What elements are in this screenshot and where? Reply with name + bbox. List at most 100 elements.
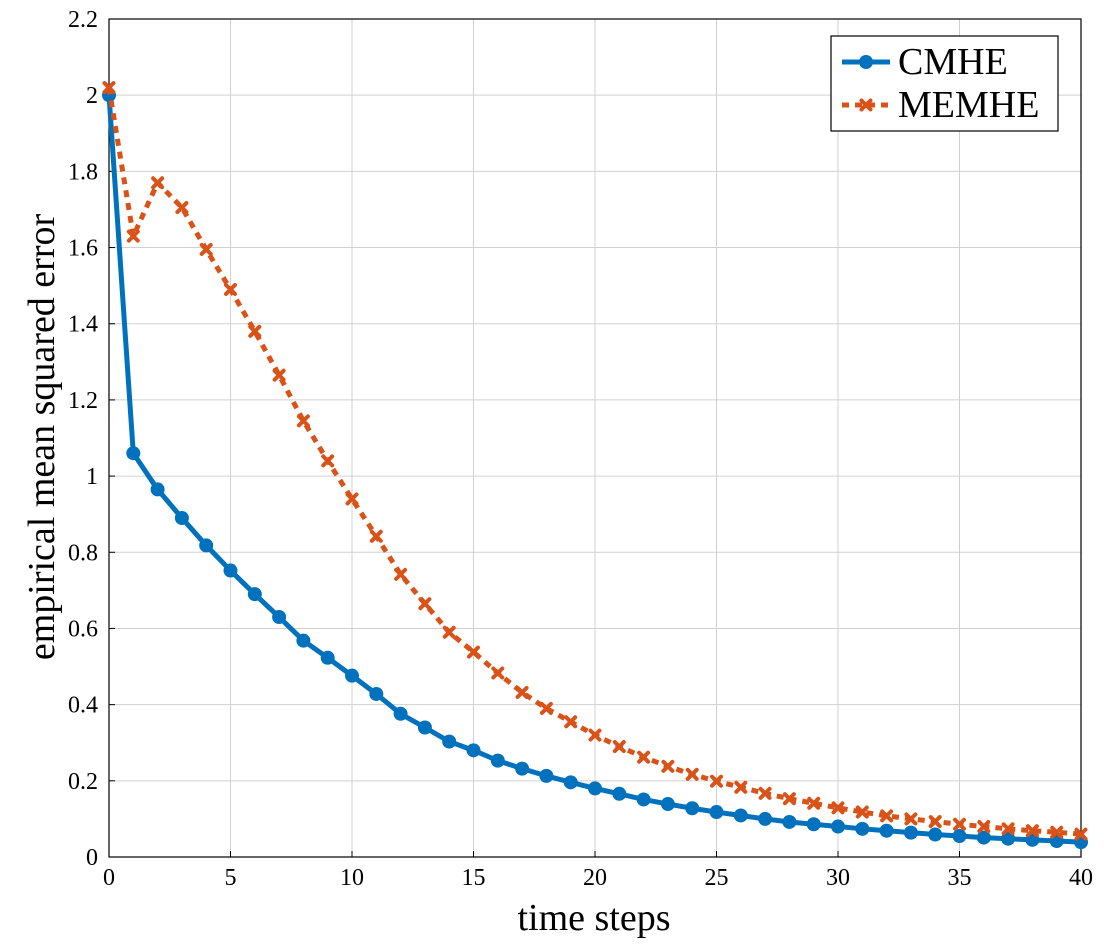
- x-tick-label: 30: [826, 865, 850, 891]
- data-point: [709, 805, 724, 820]
- data-point: [151, 176, 165, 190]
- data-point: [369, 686, 384, 701]
- y-tick-label: 0.4: [68, 693, 98, 719]
- legend-label: MEMHE: [898, 84, 1039, 126]
- data-point: [612, 740, 626, 754]
- data-point: [394, 567, 408, 581]
- y-tick-label: 0.6: [68, 616, 98, 642]
- data-point: [296, 414, 310, 428]
- data-point: [855, 821, 870, 836]
- data-point: [393, 706, 408, 721]
- data-point: [564, 715, 578, 729]
- y-tick-label: 1.6: [68, 236, 98, 262]
- data-point: [345, 668, 359, 683]
- data-point: [612, 786, 627, 801]
- data-series: [102, 81, 1088, 850]
- data-point: [467, 645, 480, 659]
- data-point: [710, 774, 723, 788]
- data-point: [466, 743, 481, 758]
- y-tick-label: 0.2: [68, 769, 98, 795]
- data-point: [758, 786, 772, 800]
- data-point: [369, 529, 383, 543]
- data-point: [661, 759, 675, 773]
- data-point: [515, 761, 530, 776]
- y-tick-label: 2: [86, 83, 98, 109]
- data-point: [345, 492, 359, 506]
- data-point: [903, 825, 918, 840]
- y-axis-title: empirical mean squared error: [21, 214, 63, 661]
- data-point: [928, 827, 943, 842]
- data-point: [806, 817, 821, 832]
- x-tick-label: 0: [103, 865, 115, 891]
- data-point: [102, 81, 116, 95]
- data-point: [588, 728, 602, 742]
- data-point: [126, 229, 140, 243]
- data-point: [272, 610, 287, 625]
- series-cmhe: [102, 88, 1088, 850]
- data-point: [1025, 824, 1039, 838]
- data-point: [807, 796, 821, 810]
- x-tick-label: 35: [948, 865, 972, 891]
- data-point: [418, 597, 432, 611]
- x-tick-label: 40: [1069, 865, 1093, 891]
- data-point: [758, 811, 773, 826]
- data-point: [952, 829, 967, 844]
- data-point: [928, 815, 942, 829]
- y-tick-labels: 0 0.2 0.4 0.6 0.8 1 1.2 1.4 1.6 1.8 2 2.2: [68, 7, 98, 871]
- data-point: [442, 734, 457, 749]
- x-tick-label: 10: [340, 865, 364, 891]
- data-point: [904, 812, 918, 826]
- data-point: [174, 510, 189, 525]
- data-point: [660, 797, 675, 812]
- data-point: [1001, 831, 1016, 846]
- data-point: [126, 446, 141, 461]
- y-tick-label: 0.8: [68, 540, 98, 566]
- data-point: [539, 701, 553, 715]
- data-point: [782, 792, 796, 806]
- data-point: [417, 720, 432, 735]
- data-point: [272, 368, 286, 382]
- data-point: [1074, 827, 1088, 841]
- y-tick-label: 0: [86, 845, 98, 871]
- data-point: [734, 780, 748, 794]
- data-point: [637, 750, 651, 764]
- grid: [108, 18, 1082, 858]
- data-point: [539, 768, 554, 783]
- data-point: [175, 201, 189, 215]
- data-point: [248, 324, 262, 338]
- axes: [108, 18, 1082, 858]
- data-point: [588, 781, 602, 796]
- data-point: [855, 805, 869, 819]
- data-point: [685, 801, 700, 816]
- x-tick-label: 20: [583, 865, 607, 891]
- data-point: [491, 666, 505, 680]
- data-point: [224, 282, 237, 296]
- data-point: [150, 482, 165, 497]
- y-tick-label: 1.8: [68, 159, 98, 185]
- data-point: [953, 817, 966, 831]
- data-point: [880, 809, 894, 823]
- data-point: [296, 633, 311, 648]
- data-point: [442, 625, 456, 639]
- series-memhe: [102, 81, 1088, 841]
- data-point: [563, 775, 578, 790]
- data-point: [223, 563, 238, 578]
- legend-box: [830, 35, 1059, 132]
- data-point: [1001, 822, 1015, 836]
- y-tick-label: 1: [86, 464, 98, 490]
- data-point: [320, 650, 335, 665]
- data-point: [1050, 825, 1064, 839]
- data-point: [515, 685, 529, 699]
- data-point: [199, 242, 213, 256]
- data-point: [733, 808, 748, 823]
- data-point: [490, 753, 505, 768]
- legend-label: CMHE: [898, 41, 1008, 83]
- data-point: [831, 819, 845, 834]
- x-axis-title: time steps: [517, 897, 670, 939]
- data-point: [831, 801, 845, 815]
- legend-item: MEMHE: [842, 84, 1039, 126]
- data-point: [977, 820, 991, 834]
- data-point: [199, 538, 214, 553]
- data-point: [879, 823, 894, 838]
